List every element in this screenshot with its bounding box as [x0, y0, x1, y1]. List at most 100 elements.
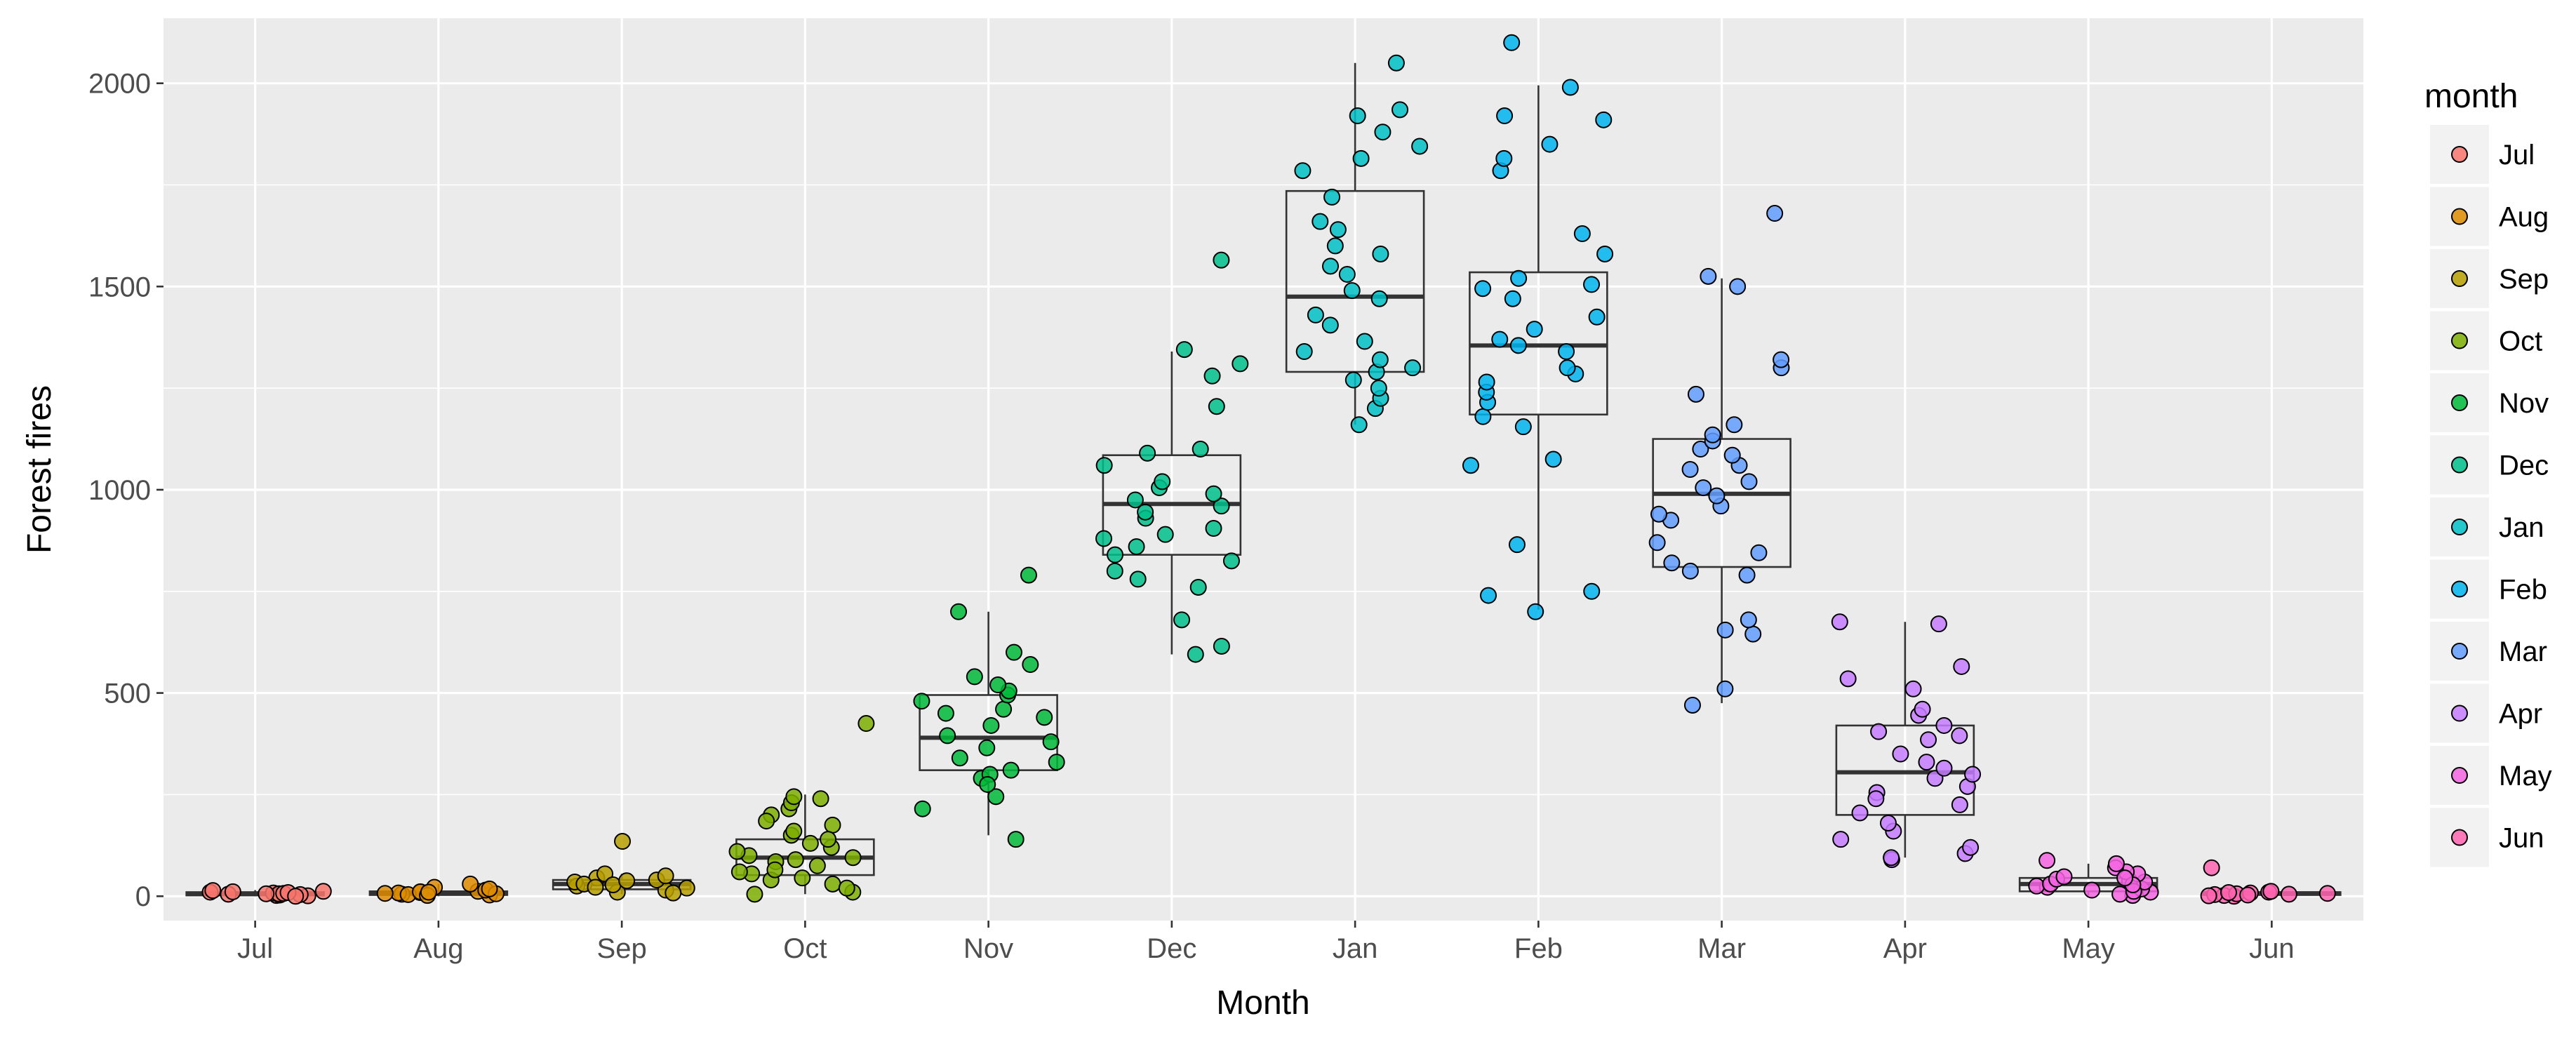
- plot-panel: [163, 18, 2363, 921]
- data-point: [1106, 562, 1123, 580]
- data-point: [2116, 869, 2134, 887]
- data-point: [287, 888, 305, 905]
- data-point: [995, 700, 1013, 718]
- data-point: [1205, 519, 1222, 537]
- data-point: [989, 676, 1007, 694]
- y-tick-label: 2000: [88, 69, 151, 100]
- data-point: [1173, 611, 1191, 629]
- legend-label: Oct: [2499, 326, 2542, 357]
- x-tick-label: Dec: [1147, 933, 1196, 964]
- data-point: [1478, 373, 1495, 391]
- x-axis: Jul Aug Sep Oct Nov Dec Jan Feb Mar Apr May Jun: [237, 921, 2295, 964]
- data-point: [1048, 754, 1065, 771]
- data-point: [1839, 670, 1857, 688]
- data-point: [1474, 280, 1492, 298]
- data-point: [1002, 761, 1020, 779]
- data-point: [1883, 849, 1900, 867]
- data-point: [1559, 359, 1576, 377]
- data-point: [1514, 418, 1532, 436]
- data-point: [1867, 790, 1885, 808]
- data-point: [587, 879, 604, 896]
- y-axis-title: Forest fires: [21, 385, 58, 554]
- data-point: [1344, 371, 1362, 389]
- x-tick-label: Apr: [1883, 933, 1927, 964]
- data-point: [665, 884, 682, 902]
- data-point: [1595, 111, 1613, 128]
- legend-swatch: [2451, 580, 2468, 598]
- data-point: [1851, 804, 1869, 822]
- data-point: [1541, 135, 1559, 153]
- data-point: [1716, 621, 1734, 639]
- data-point: [1650, 505, 1668, 523]
- data-point: [1208, 398, 1225, 415]
- data-point: [824, 816, 841, 834]
- data-point: [1951, 727, 1968, 744]
- data-point: [1892, 745, 1909, 763]
- data-point: [913, 693, 930, 710]
- data-point: [2262, 883, 2280, 900]
- data-point: [728, 843, 746, 860]
- data-point: [2028, 877, 2046, 895]
- data-point: [1338, 265, 1356, 283]
- x-tick-label: Jul: [237, 933, 273, 964]
- data-point: [614, 833, 632, 850]
- y-tick-label: 0: [135, 881, 151, 912]
- x-tick-label: Sep: [597, 933, 647, 964]
- legend-label: Aug: [2499, 202, 2549, 233]
- data-point: [2083, 881, 2101, 899]
- data-point: [204, 882, 222, 900]
- data-point: [1129, 570, 1147, 588]
- data-point: [1022, 656, 1039, 674]
- data-point: [1326, 237, 1344, 255]
- data-point: [1904, 680, 1922, 697]
- data-point: [1387, 54, 1405, 72]
- data-point: [1832, 831, 1850, 848]
- data-point: [1095, 457, 1113, 474]
- data-point: [1962, 839, 1980, 856]
- data-point: [1213, 637, 1230, 655]
- data-point: [462, 875, 479, 893]
- legend-swatch: [2451, 456, 2468, 474]
- data-point: [939, 727, 956, 744]
- data-point: [758, 813, 775, 830]
- data-point: [1726, 416, 1743, 434]
- data-point: [1663, 554, 1681, 572]
- data-point: [618, 872, 636, 890]
- data-point: [657, 867, 674, 885]
- data-point: [1005, 643, 1022, 661]
- x-tick-label: Feb: [1514, 933, 1563, 964]
- legend-swatch: [2451, 643, 2468, 660]
- data-point: [1042, 733, 1060, 751]
- data-point: [1411, 138, 1429, 155]
- data-point: [766, 861, 784, 879]
- data-point: [1561, 79, 1579, 96]
- data-point: [950, 603, 968, 620]
- data-point: [746, 886, 763, 903]
- x-tick-label: Aug: [413, 933, 463, 964]
- data-point: [1128, 538, 1145, 556]
- x-tick-label: May: [2062, 933, 2115, 964]
- data-point: [1879, 814, 1897, 831]
- x-tick-label: Jun: [2249, 933, 2295, 964]
- data-point: [937, 704, 954, 722]
- legend-label: Dec: [2499, 450, 2549, 481]
- data-point: [857, 715, 875, 733]
- data-point: [1729, 278, 1747, 295]
- data-point: [1583, 582, 1601, 600]
- data-point: [1951, 796, 1968, 813]
- data-point: [1558, 343, 1575, 361]
- data-point: [2239, 886, 2257, 904]
- data-point: [1918, 754, 1935, 771]
- data-point: [1352, 149, 1370, 167]
- data-point: [951, 749, 968, 767]
- legend-swatch: [2451, 332, 2468, 349]
- data-point: [1583, 276, 1601, 293]
- legend-label: May: [2499, 761, 2552, 791]
- data-point: [824, 875, 841, 893]
- data-point: [1510, 269, 1528, 287]
- data-point: [1692, 441, 1709, 458]
- data-point: [604, 876, 622, 894]
- data-point: [1700, 267, 1717, 285]
- data-point: [1137, 503, 1154, 521]
